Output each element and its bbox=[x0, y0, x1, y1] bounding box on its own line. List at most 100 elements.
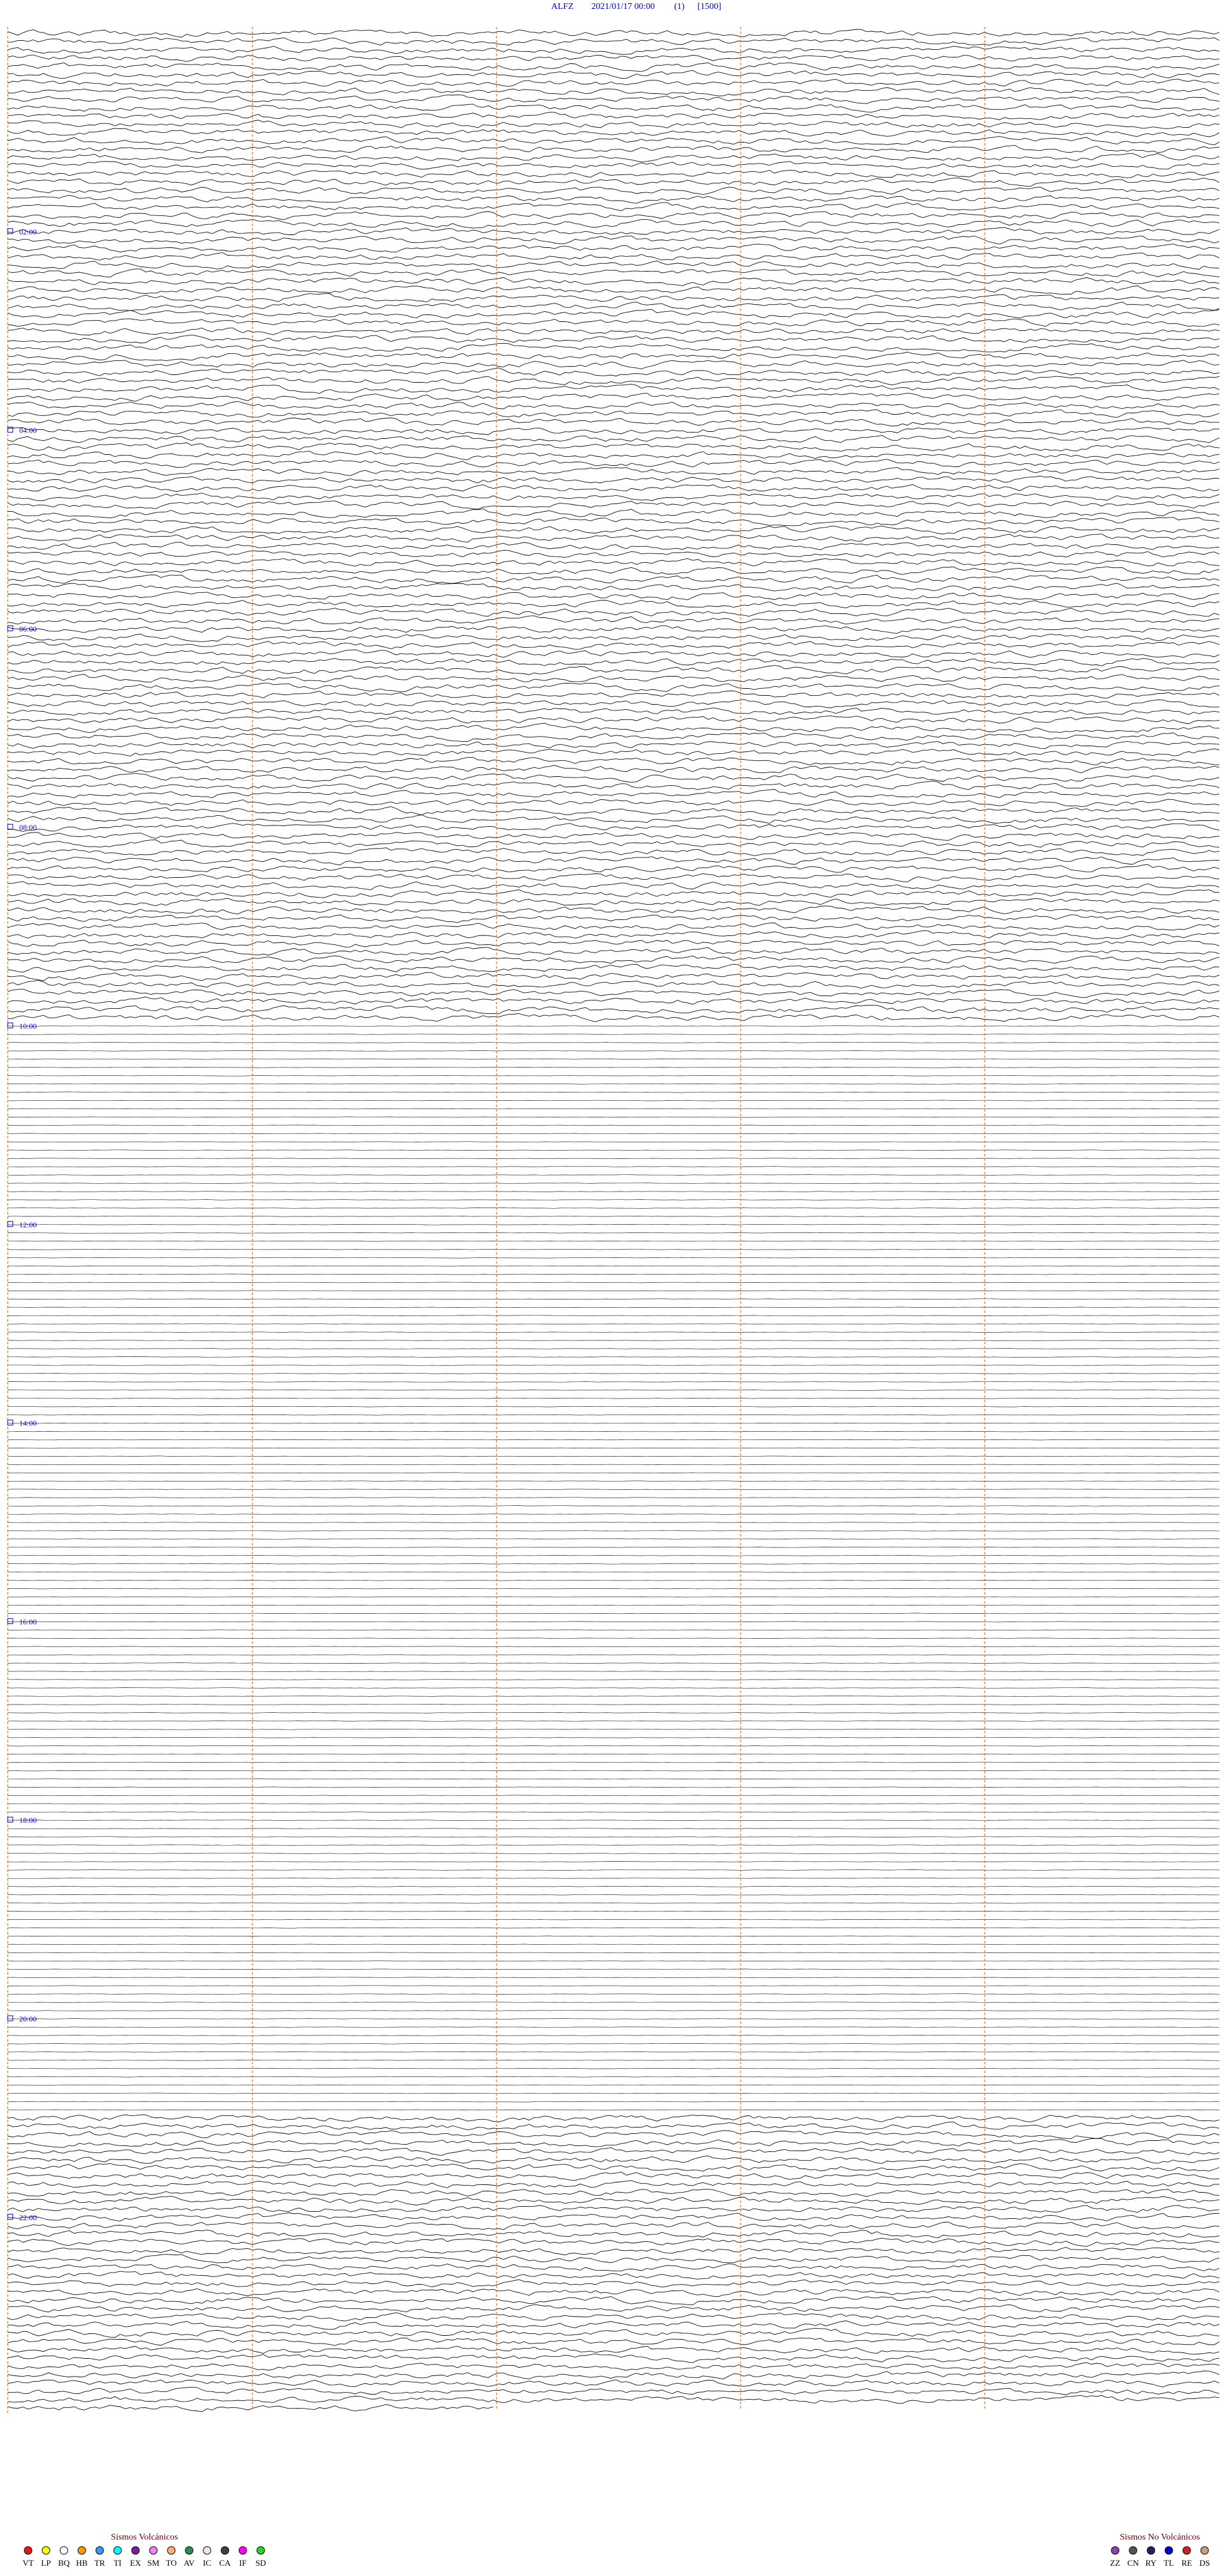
trace bbox=[7, 1993, 1220, 1995]
trace bbox=[7, 1943, 1220, 1945]
trace bbox=[7, 62, 1220, 72]
hour-box bbox=[7, 2214, 13, 2220]
trace bbox=[7, 54, 1220, 62]
hour-label: 18:00 bbox=[19, 1816, 36, 1825]
trace bbox=[7, 723, 1220, 733]
trace bbox=[7, 318, 1220, 327]
trace bbox=[7, 1687, 1220, 1689]
trace bbox=[7, 1522, 1220, 1523]
trace bbox=[7, 466, 1220, 476]
trace bbox=[7, 1174, 1219, 1176]
trace bbox=[7, 1199, 1220, 1200]
trace bbox=[7, 2172, 1220, 2181]
trace bbox=[7, 856, 1220, 866]
trace bbox=[7, 947, 1220, 956]
trace bbox=[7, 2130, 1220, 2140]
legend-code: RY bbox=[1145, 2558, 1157, 2568]
trace bbox=[7, 178, 1220, 187]
trace bbox=[7, 615, 1220, 625]
legend-code: EX bbox=[130, 2558, 141, 2568]
trace bbox=[7, 2237, 1220, 2247]
trace bbox=[7, 873, 1220, 882]
trace bbox=[7, 187, 1220, 195]
hour-label: 14:00 bbox=[19, 1419, 36, 1428]
trace bbox=[7, 549, 1220, 558]
legend-swatch bbox=[149, 2546, 158, 2555]
trace bbox=[7, 2320, 1220, 2330]
trace bbox=[7, 600, 1220, 608]
trace bbox=[7, 558, 1220, 567]
trace bbox=[7, 1464, 1220, 1466]
trace bbox=[7, 1430, 1220, 1432]
trace bbox=[7, 823, 1220, 832]
trace bbox=[7, 351, 1220, 362]
trace bbox=[7, 1613, 1220, 1614]
hour-box bbox=[7, 1022, 13, 1029]
trace bbox=[7, 161, 1220, 170]
trace bbox=[7, 940, 1220, 947]
trace bbox=[7, 608, 1220, 617]
trace bbox=[7, 2271, 1220, 2280]
trace bbox=[7, 195, 1220, 204]
trace bbox=[7, 268, 1220, 278]
legend-code: ZZ bbox=[1110, 2558, 1120, 2568]
trace bbox=[7, 799, 1220, 808]
trace bbox=[7, 70, 1220, 79]
trace bbox=[8, 1894, 1220, 1896]
trace bbox=[7, 2027, 1220, 2028]
hour-box bbox=[7, 228, 13, 234]
trace bbox=[7, 1761, 1220, 1763]
trace bbox=[7, 2337, 1220, 2346]
trace bbox=[7, 2043, 1219, 2044]
trace bbox=[7, 923, 1220, 931]
traces bbox=[7, 29, 1220, 2412]
trace bbox=[7, 2254, 1220, 2264]
trace bbox=[8, 2051, 1220, 2053]
trace bbox=[7, 2163, 1220, 2172]
legend-code: RE bbox=[1182, 2558, 1192, 2568]
trace bbox=[7, 979, 1220, 989]
hour-box bbox=[7, 427, 13, 433]
trace bbox=[7, 1563, 1219, 1565]
hour-box bbox=[7, 1618, 13, 1624]
legend-code: SM bbox=[148, 2558, 160, 2568]
trace bbox=[7, 2121, 1220, 2131]
trace bbox=[7, 788, 1220, 799]
trace bbox=[8, 1910, 1220, 1912]
hour-box bbox=[7, 1816, 13, 1823]
trace bbox=[7, 1646, 1220, 1648]
trace bbox=[7, 1538, 1219, 1540]
legend-code: HB bbox=[76, 2558, 88, 2568]
trace bbox=[7, 682, 1220, 693]
trace bbox=[8, 665, 1220, 675]
trace bbox=[7, 1455, 1220, 1457]
trace bbox=[7, 484, 1220, 493]
trace bbox=[7, 29, 1220, 38]
trace bbox=[7, 1004, 1220, 1015]
trace bbox=[7, 334, 1220, 344]
legend-code: TI bbox=[114, 2558, 121, 2568]
trace bbox=[7, 1075, 1220, 1077]
trace bbox=[7, 1381, 1220, 1383]
trace bbox=[7, 2304, 1220, 2313]
hour-label: 12:00 bbox=[19, 1220, 36, 1229]
trace bbox=[7, 649, 1220, 658]
trace bbox=[7, 144, 1220, 153]
channel: (1) bbox=[674, 2, 685, 12]
trace bbox=[7, 756, 1220, 765]
trace bbox=[7, 376, 1220, 385]
trace bbox=[7, 119, 1220, 129]
trace bbox=[7, 1679, 1220, 1680]
trace bbox=[7, 302, 1220, 311]
trace bbox=[7, 79, 1220, 87]
trace bbox=[7, 1480, 1220, 1482]
trace bbox=[7, 1397, 1220, 1399]
legend-swatch bbox=[131, 2546, 140, 2555]
trace bbox=[7, 2327, 1220, 2338]
trace bbox=[7, 252, 1220, 261]
trace bbox=[7, 392, 1220, 402]
trace bbox=[8, 1133, 1220, 1135]
legend-swatch bbox=[167, 2546, 176, 2555]
trace bbox=[7, 2155, 1220, 2164]
